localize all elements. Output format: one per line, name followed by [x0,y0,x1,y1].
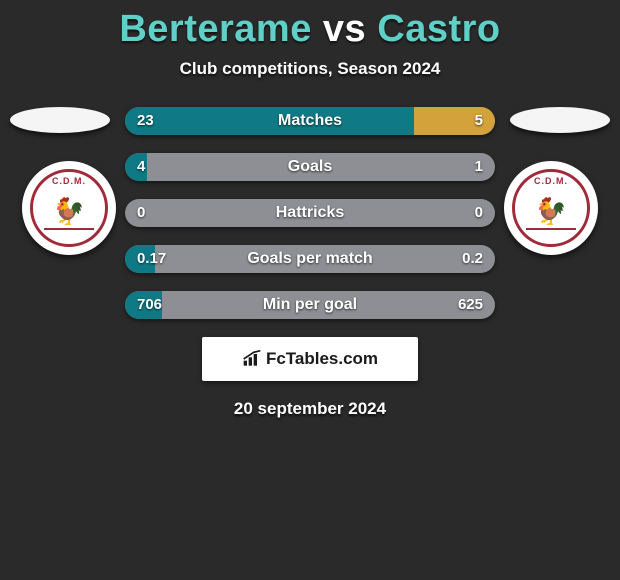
ellipse-left [10,107,110,133]
club-badge-right-text: C.D.M. [534,176,568,186]
badge-underline [526,228,576,230]
title-vs: vs [312,8,377,50]
chart-icon [242,350,262,368]
stat-row: 706625Min per goal [125,291,495,319]
stat-bars: 235Matches 41Goals 00Hattricks 0.170.2Goals… [125,107,495,319]
club-badge-left-text: C.D.M. [52,176,86,186]
stat-row: 41Goals [125,153,495,181]
comparison-stage: C.D.M. 🐓 C.D.M. 🐓 235Matches 41Goals 00Hat… [0,107,620,319]
stat-label: Hattricks [125,199,495,227]
club-badge-right: C.D.M. 🐓 [504,161,598,255]
club-badge-left-inner: C.D.M. 🐓 [30,169,108,247]
title-player-left: Berterame [119,8,312,50]
rooster-icon: 🐓 [535,198,567,224]
club-badge-right-inner: C.D.M. 🐓 [512,169,590,247]
page-title: Berterame vs Castro [0,0,620,51]
subtitle: Club competitions, Season 2024 [0,59,620,79]
stat-label: Goals [125,153,495,181]
club-badge-left: C.D.M. 🐓 [22,161,116,255]
stat-row: 0.170.2Goals per match [125,245,495,273]
stat-label: Matches [125,107,495,135]
rooster-icon: 🐓 [53,198,85,224]
date-line: 20 september 2024 [0,399,620,419]
ellipse-right [510,107,610,133]
badge-underline [44,228,94,230]
stat-label: Goals per match [125,245,495,273]
stat-row: 00Hattricks [125,199,495,227]
brand-text: FcTables.com [266,349,378,369]
stat-row: 235Matches [125,107,495,135]
brand-box: FcTables.com [202,337,418,381]
stat-label: Min per goal [125,291,495,319]
title-player-right: Castro [377,8,500,50]
